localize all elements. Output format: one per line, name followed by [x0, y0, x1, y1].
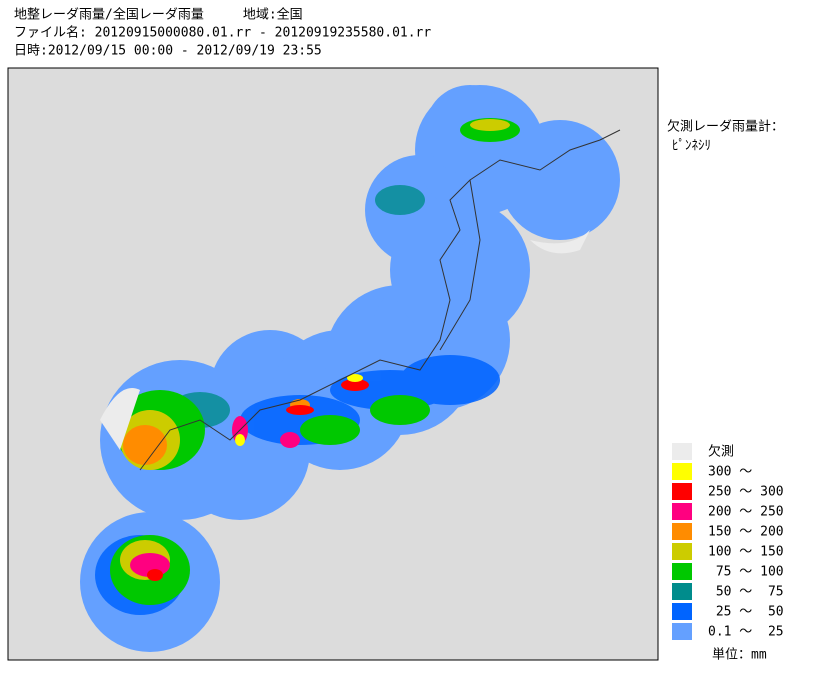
legend-swatch — [672, 563, 692, 580]
header-line: 地整レーダ雨量/全国レーダ雨量 地域:全国 — [14, 7, 303, 23]
header-line: ファイル名: 20120915000080.01.rr - 2012091923… — [14, 25, 431, 41]
legend-label: 75 ～ 100 — [708, 565, 784, 580]
legend-swatch — [672, 623, 692, 640]
legend: 欠測 300 ～ 250 ～ 300 200 ～ 250 150 ～ 200 100 ～ … — [672, 443, 784, 640]
legend-swatch — [672, 503, 692, 520]
missing-gauge-title: 欠測レーダ雨量計： — [667, 119, 784, 135]
legend-swatch — [672, 523, 692, 540]
legend-label: 300 ～ — [708, 465, 752, 480]
legend-swatch — [672, 603, 692, 620]
legend-swatch — [672, 483, 692, 500]
legend-unit: 単位：mm — [712, 647, 767, 663]
map — [7, 67, 659, 661]
legend-label: 250 ～ 300 — [708, 485, 784, 500]
legend-label: 欠測 — [708, 444, 734, 460]
legend-label: 50 ～ 75 — [708, 585, 784, 600]
missing-gauge-names: ﾋﾟﾝﾈｼﾘ — [672, 139, 711, 154]
legend-swatch — [672, 443, 692, 460]
header-line: 日時:2012/09/15 00:00 - 2012/09/19 23:55 — [14, 44, 322, 59]
legend-swatch — [672, 463, 692, 480]
legend-label: 200 ～ 250 — [708, 505, 784, 520]
legend-label: 25 ～ 50 — [708, 605, 784, 620]
legend-swatch — [672, 583, 692, 600]
legend-label: 0.1 ～ 25 — [708, 625, 784, 640]
legend-label: 100 ～ 150 — [708, 545, 784, 560]
legend-label: 150 ～ 200 — [708, 525, 784, 540]
legend-swatch — [672, 543, 692, 560]
